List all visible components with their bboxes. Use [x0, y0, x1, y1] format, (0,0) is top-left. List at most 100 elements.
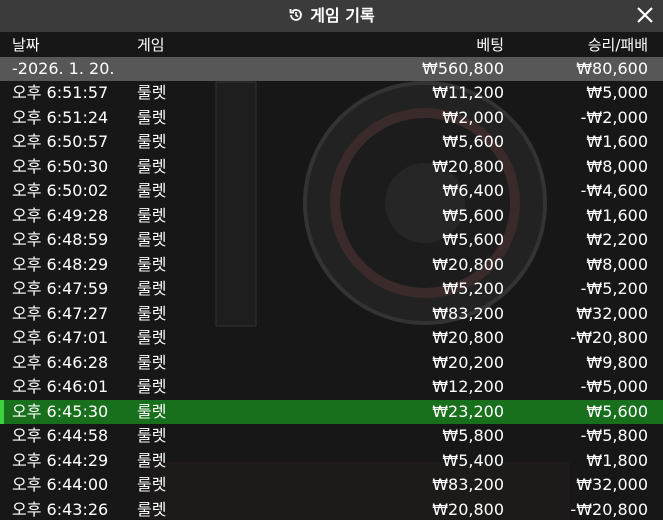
- column-label: 베팅: [476, 36, 504, 54]
- time: 오후 6:51:57: [12, 83, 109, 102]
- time: 오후 6:47:27: [12, 303, 109, 323]
- history-row[interactable]: 오후 6:51:24 룰렛 ₩2,000 -₩2,000: [0, 106, 663, 131]
- history-row[interactable]: 오후 6:49:28 룰렛 ₩5,600 ₩1,600: [0, 204, 663, 229]
- time: 오후 6:47:59: [12, 279, 109, 298]
- time: 오후 6:50:30: [12, 156, 109, 176]
- result: ₩1,600: [586, 132, 648, 151]
- game: 룰렛: [137, 107, 167, 127]
- close-button[interactable]: [635, 5, 655, 25]
- bet: ₩20,800: [432, 254, 504, 274]
- result: ₩1,800: [586, 450, 648, 470]
- column-header: 날짜 게임 베팅 승리/패배: [0, 32, 663, 58]
- result: ₩5,600: [586, 401, 648, 421]
- history-row[interactable]: 오후 6:44:00 룰렛 ₩83,200 ₩32,000: [0, 473, 663, 498]
- column-label: 날짜: [12, 36, 40, 54]
- result: ₩1,600: [586, 205, 648, 225]
- time: 오후 6:43:26: [12, 499, 109, 519]
- bet: ₩12,200: [432, 377, 504, 396]
- bet: ₩2,000: [442, 107, 504, 127]
- result: ₩5,000: [586, 83, 648, 102]
- game: 룰렛: [137, 499, 167, 519]
- history-row[interactable]: 오후 6:44:29 룰렛 ₩5,400 ₩1,800: [0, 449, 663, 474]
- history-row[interactable]: 오후 6:44:58 룰렛 ₩5,800 -₩5,800: [0, 424, 663, 449]
- column-label: 게임: [137, 36, 165, 54]
- time: 오후 6:48:59: [12, 230, 109, 249]
- history-row[interactable]: 오후 6:46:28 룰렛 ₩20,200 ₩9,800: [0, 351, 663, 376]
- bet: ₩6,400: [442, 181, 504, 200]
- game: 룰렛: [137, 205, 167, 225]
- game: 룰렛: [137, 156, 167, 176]
- game: 룰렛: [137, 303, 167, 323]
- title: 게임 기록: [0, 0, 663, 32]
- history-row[interactable]: 오후 6:50:02 룰렛 ₩6,400 -₩4,600: [0, 179, 663, 204]
- result: ₩32,000: [576, 475, 648, 494]
- result: ₩32,000: [576, 303, 648, 323]
- history-row[interactable]: 오후 6:46:01 룰렛 ₩12,200 -₩5,000: [0, 375, 663, 400]
- result: ₩8,000: [586, 156, 648, 176]
- time: 오후 6:44:29: [12, 450, 109, 470]
- bet: ₩20,800: [432, 328, 504, 347]
- history-row[interactable]: 오후 6:48:59 룰렛 ₩5,600 ₩2,200: [0, 228, 663, 253]
- result: ₩8,000: [586, 254, 648, 274]
- title-text: 게임 기록: [310, 6, 375, 25]
- time: 오후 6:50:57: [12, 132, 109, 151]
- column-label: 승리/패배: [587, 36, 648, 54]
- date-summary: -2026. 1. 20. ₩560,800 ₩80,600: [0, 57, 663, 81]
- bet: ₩5,600: [442, 132, 504, 151]
- time: 오후 6:44:58: [12, 426, 109, 445]
- game: 룰렛: [137, 328, 167, 347]
- history-row[interactable]: 오후 6:47:01 룰렛 ₩20,800 -₩20,800: [0, 326, 663, 351]
- time: 오후 6:48:29: [12, 254, 109, 274]
- game: 룰렛: [137, 352, 167, 372]
- game: 룰렛: [137, 83, 167, 102]
- game: 룰렛: [137, 181, 167, 200]
- header-bar: 게임 기록: [0, 0, 663, 32]
- bet: ₩11,200: [432, 83, 504, 102]
- bet: ₩5,600: [442, 230, 504, 249]
- history-row[interactable]: 오후 6:43:26 룰렛 ₩20,800 -₩20,800: [0, 498, 663, 520]
- result: -₩4,600: [580, 181, 648, 200]
- game: 룰렛: [137, 132, 167, 151]
- history-row[interactable]: 오후 6:48:29 룰렛 ₩20,800 ₩8,000: [0, 253, 663, 278]
- bet: ₩83,200: [432, 475, 504, 494]
- result: -₩20,800: [570, 499, 648, 519]
- game: 룰렛: [137, 254, 167, 274]
- game: 룰렛: [137, 230, 167, 249]
- result: -₩5,000: [580, 377, 648, 396]
- bet: ₩5,400: [442, 450, 504, 470]
- game: 룰렛: [137, 401, 167, 421]
- time: 오후 6:44:00: [12, 475, 109, 494]
- result: -₩5,200: [580, 279, 648, 298]
- result: -₩2,000: [580, 107, 648, 127]
- history-icon: [289, 9, 303, 21]
- bet: ₩23,200: [432, 401, 504, 421]
- result: -₩5,800: [580, 426, 648, 445]
- time: 오후 6:50:02: [12, 181, 109, 200]
- total-result: ₩80,600: [576, 59, 648, 78]
- game: 룰렛: [137, 475, 167, 494]
- result: ₩2,200: [586, 230, 648, 249]
- result: ₩9,800: [586, 352, 648, 372]
- history-row[interactable]: 오후 6:47:27 룰렛 ₩83,200 ₩32,000: [0, 302, 663, 327]
- time: 오후 6:46:01: [12, 377, 109, 396]
- result: -₩20,800: [570, 328, 648, 347]
- total-bet: ₩560,800: [422, 59, 504, 78]
- history-row[interactable]: 오후 6:45:30 룰렛 ₩23,200 ₩5,600: [0, 399, 663, 424]
- game: 룰렛: [137, 279, 167, 298]
- game: 룰렛: [137, 450, 167, 470]
- time: 오후 6:45:30: [12, 401, 109, 421]
- time: 오후 6:46:28: [12, 352, 109, 372]
- history-row[interactable]: 오후 6:50:57 룰렛 ₩5,600 ₩1,600: [0, 130, 663, 155]
- time: 오후 6:47:01: [12, 328, 109, 347]
- bet: ₩20,800: [432, 499, 504, 519]
- bet: ₩5,800: [442, 426, 504, 445]
- bet: ₩20,800: [432, 156, 504, 176]
- time: 오후 6:51:24: [12, 107, 109, 127]
- game: 룰렛: [137, 426, 167, 445]
- history-row[interactable]: 오후 6:47:59 룰렛 ₩5,200 -₩5,200: [0, 277, 663, 302]
- time: 오후 6:49:28: [12, 205, 109, 225]
- game: 룰렛: [137, 377, 167, 396]
- history-row[interactable]: 오후 6:50:30 룰렛 ₩20,800 ₩8,000: [0, 155, 663, 180]
- history-row[interactable]: 오후 6:51:57 룰렛 ₩11,200 ₩5,000: [0, 81, 663, 106]
